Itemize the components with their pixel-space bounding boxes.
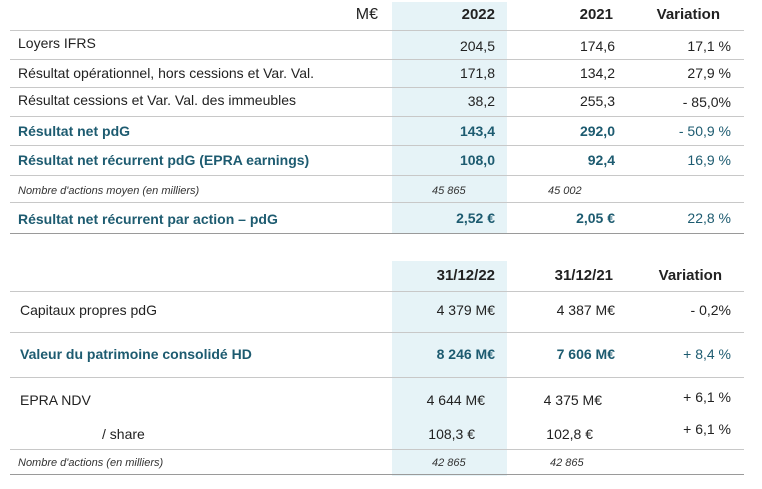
cell-variation: - 50,9 % (678, 123, 731, 139)
cell-2021: 255,3 (579, 93, 615, 109)
cell-variation: 27,9 % (687, 65, 731, 81)
cell-31-12-21: 102,8 € (546, 426, 593, 442)
row-divider (10, 87, 744, 88)
cell-variation: 22,8 % (687, 210, 731, 226)
row-divider (10, 291, 744, 292)
header-31-12-22: 31/12/22 (436, 267, 495, 284)
cell-variation: + 8,4 % (683, 346, 731, 362)
table-bottom-border (10, 474, 744, 475)
cell-31-12-22: 108,3 € (428, 426, 475, 442)
cell-variation: + 6,1 % (683, 421, 731, 437)
cell-2022: 108,0 (459, 152, 495, 168)
row-label-resultat-par-action: Résultat net récurrent par action – pdG (18, 211, 278, 227)
cell-variation: 17,1 % (687, 38, 731, 54)
cell-31-12-22: 4 379 M€ (436, 302, 495, 318)
row-divider (10, 449, 744, 450)
header-2021: 2021 (579, 6, 613, 23)
cell-2022: 45 865 (432, 185, 466, 197)
cell-2021: 45 002 (548, 185, 582, 197)
cell-variation: - 0,2% (690, 302, 731, 318)
cell-2021: 134,2 (579, 65, 615, 81)
label-text: Résultat net pdG (18, 123, 131, 139)
row-label-per-share: / share (102, 426, 145, 442)
row-divider (10, 145, 744, 146)
row-label-resultat-operationnel: Résultat opérationnel, hors cessions et … (18, 65, 314, 81)
cell-2021: 292,0 (579, 123, 615, 139)
row-label-valeur-patrimoine: Valeur du patrimoine consolidé HD (20, 346, 252, 362)
row-label-loyers: Loyers IFRS (18, 35, 96, 51)
row-label-resultat-net: Résultat net pdG (18, 122, 130, 140)
row-divider (10, 202, 744, 203)
row-label-nombre-actions-moyen: Nombre d'actions moyen (en milliers) (18, 185, 200, 197)
cell-2021: 2,05 € (576, 210, 615, 226)
row-divider (10, 175, 744, 176)
cell-2022: 143,4 (459, 123, 495, 139)
row-divider (10, 332, 744, 333)
cell-2022: 38,2 (467, 93, 495, 109)
cell-variation: + 6,1 % (683, 389, 731, 405)
row-divider (10, 116, 744, 117)
cell-2022: 171,8 (459, 65, 495, 81)
cell-variation: - 85,0% (682, 94, 731, 110)
highlight-column-31-12-22 (392, 261, 507, 476)
header-variation: Variation (656, 6, 720, 23)
header-variation: Variation (658, 267, 722, 284)
cell-2022: 2,52 € (456, 210, 495, 226)
cell-2022: 204,5 (459, 38, 495, 54)
row-label-resultat-cessions: Résultat cessions et Var. Val. des immeu… (18, 92, 297, 108)
header-31-12-21: 31/12/21 (554, 267, 613, 284)
row-divider (10, 377, 744, 378)
row-label-resultat-net-recurrent: Résultat net récurrent pdG (EPRA earning… (18, 152, 310, 168)
row-label-nombre-actions: Nombre d'actions (en milliers) (18, 457, 164, 469)
cell-31-12-21: 7 606 M€ (556, 346, 615, 362)
header-2022: 2022 (461, 6, 495, 23)
cell-variation: 16,9 % (687, 152, 731, 168)
row-divider (10, 59, 744, 60)
cell-2021: 174,6 (579, 38, 615, 54)
cell-2021: 92,4 (587, 152, 615, 168)
row-label-epra-ndv: EPRA NDV (20, 392, 91, 408)
cell-31-12-21: 4 387 M€ (556, 302, 615, 318)
row-divider (10, 30, 744, 31)
row-label-capitaux-propres: Capitaux propres pdG (20, 302, 157, 318)
cell-31-12-22: 42 865 (432, 457, 466, 469)
cell-31-12-21: 42 865 (550, 457, 584, 469)
highlight-column-2022 (392, 2, 507, 234)
cell-31-12-22: 4 644 M€ (426, 392, 485, 408)
unit-label: M€ (355, 6, 378, 23)
table-bottom-border (10, 233, 744, 234)
cell-31-12-22: 8 246 M€ (436, 346, 495, 362)
cell-31-12-21: 4 375 M€ (543, 392, 602, 408)
